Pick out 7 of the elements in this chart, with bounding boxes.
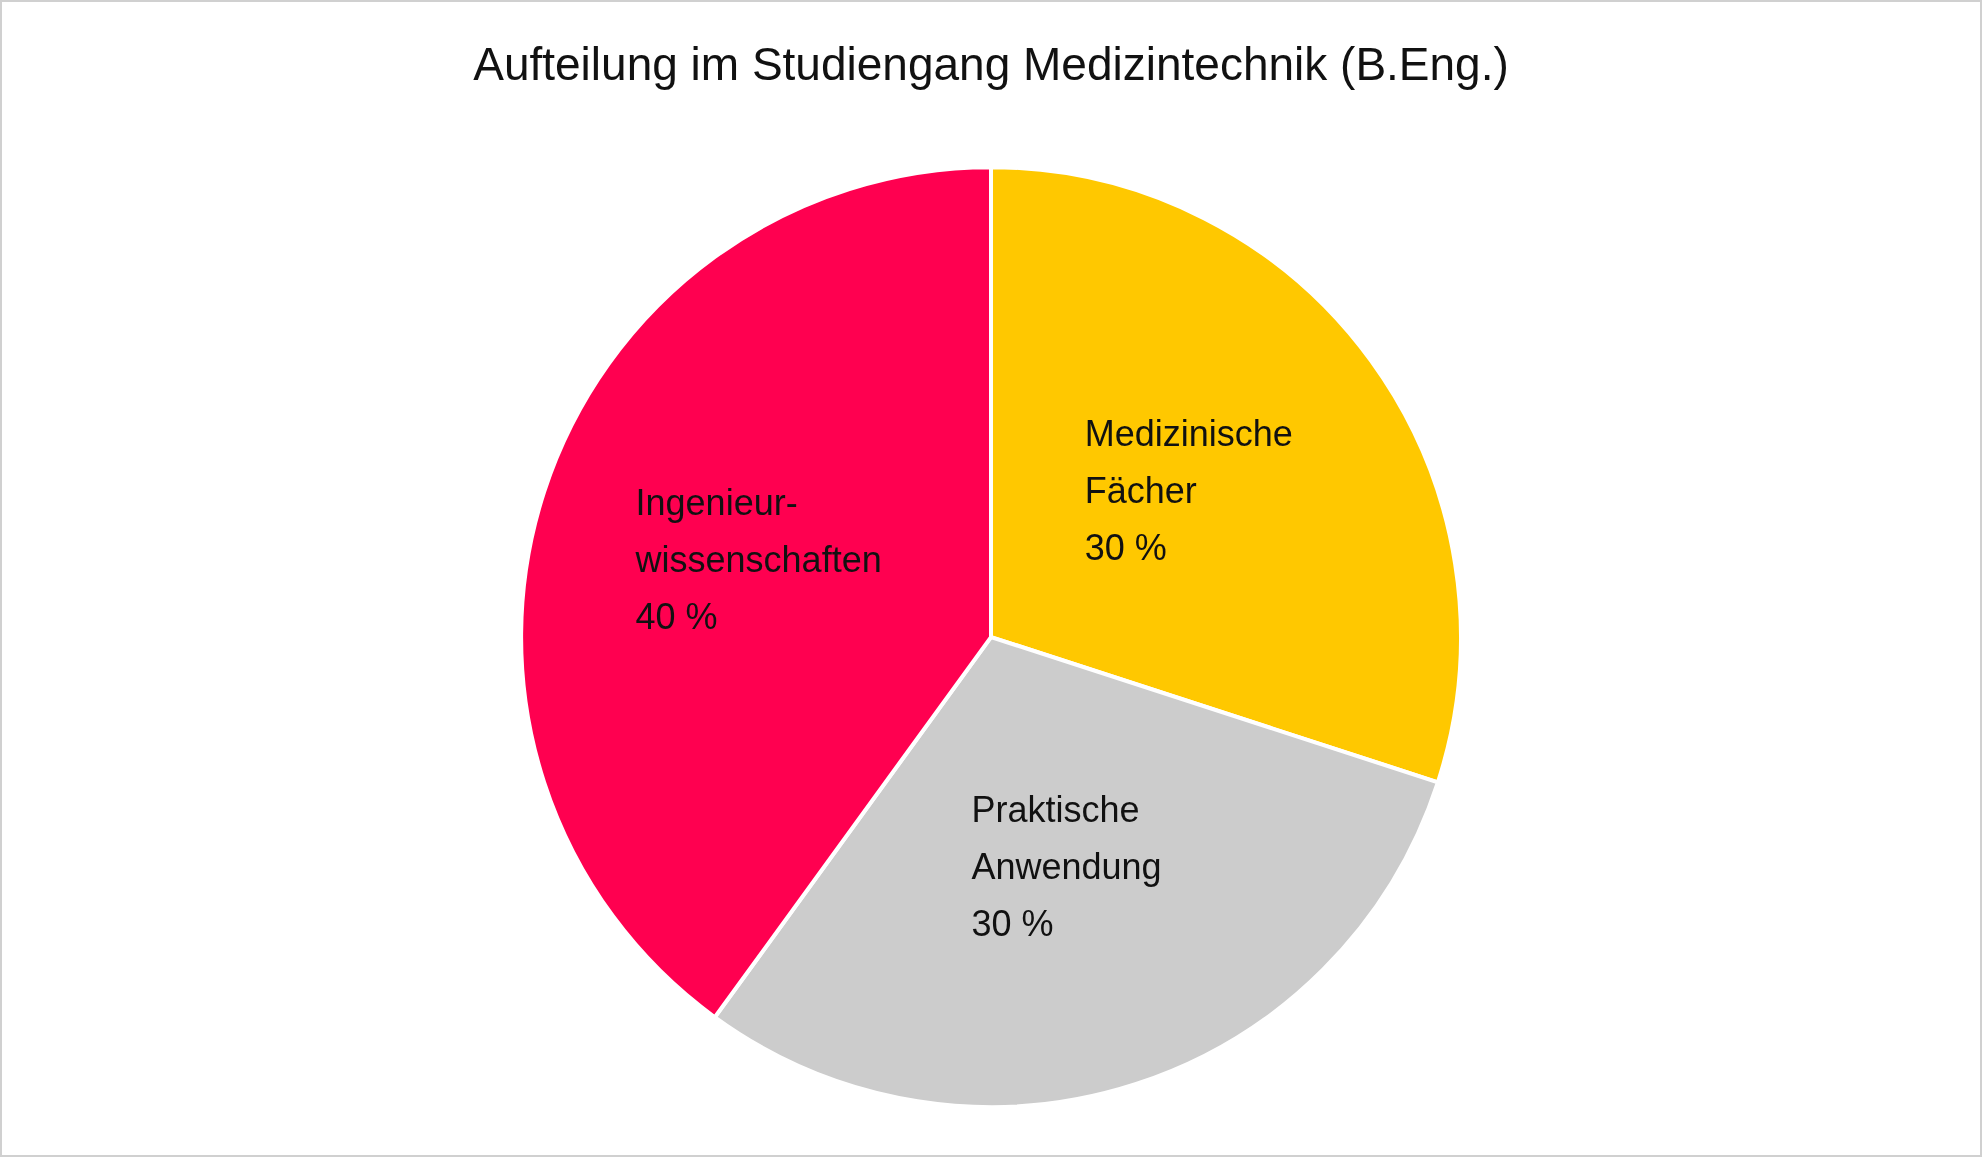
data-label: 30 %	[1084, 527, 1167, 569]
slice-label: Ingenieur- wissenschaften	[634, 481, 882, 580]
data-label: 30 %	[971, 903, 1054, 945]
slice-label: Medizinische Fächer	[1084, 413, 1293, 512]
data-label: 40 %	[635, 595, 718, 637]
chart-title: Aufteilung im Studiengang Medizintechnik (B.Eng.)	[473, 38, 1509, 91]
slice-label: Praktische Anwendung	[971, 789, 1162, 888]
